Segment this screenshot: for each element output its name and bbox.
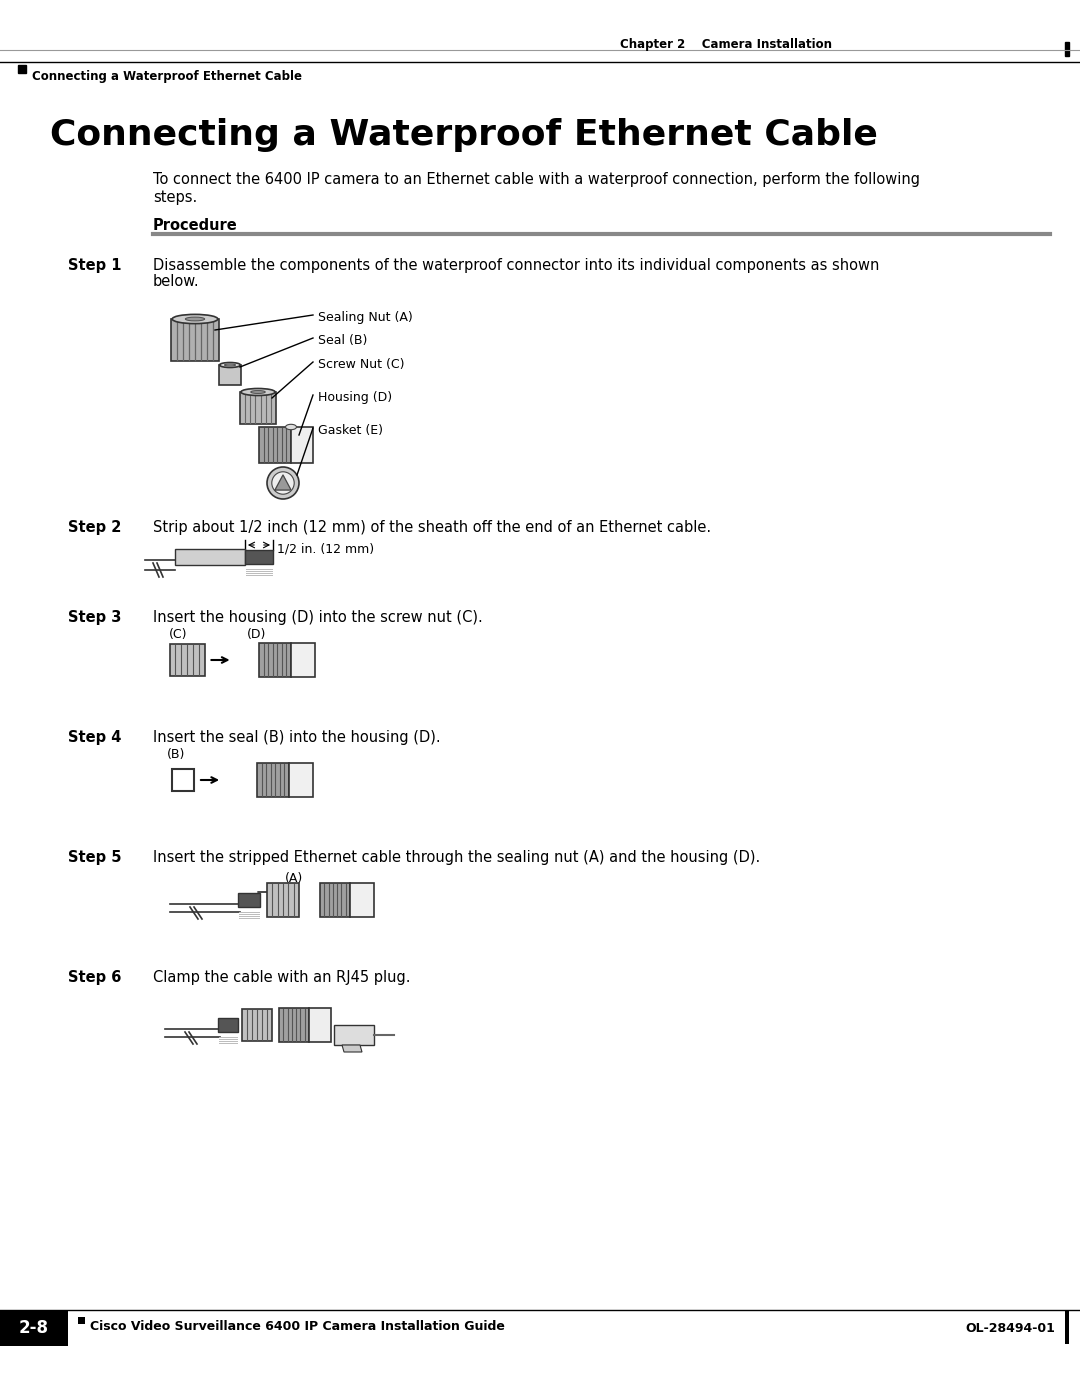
Bar: [291, 643, 315, 678]
Bar: [175, 549, 245, 564]
Text: (C): (C): [168, 629, 188, 641]
Text: Screw Nut (C): Screw Nut (C): [318, 358, 405, 372]
Ellipse shape: [267, 467, 299, 499]
Bar: [291, 427, 313, 462]
Text: Step 5: Step 5: [68, 849, 121, 865]
Ellipse shape: [251, 391, 266, 394]
Ellipse shape: [219, 362, 241, 367]
Text: steps.: steps.: [153, 190, 198, 205]
Text: Housing (D): Housing (D): [318, 391, 392, 404]
Bar: [279, 1009, 309, 1042]
Ellipse shape: [225, 365, 235, 366]
Text: (A): (A): [285, 872, 303, 886]
Ellipse shape: [285, 425, 297, 430]
Text: Strip about 1/2 inch (12 mm) of the sheath off the end of an Ethernet cable.: Strip about 1/2 inch (12 mm) of the shea…: [153, 520, 711, 535]
Bar: [219, 365, 241, 386]
Text: Clamp the cable with an RJ45 plug.: Clamp the cable with an RJ45 plug.: [153, 970, 410, 985]
Bar: [289, 763, 313, 798]
Bar: [0, 1310, 68, 1345]
Bar: [170, 644, 204, 676]
Text: (B): (B): [167, 747, 186, 761]
Ellipse shape: [186, 317, 204, 321]
Text: 1/2 in. (12 mm): 1/2 in. (12 mm): [276, 542, 374, 555]
Ellipse shape: [172, 314, 218, 324]
Text: Step 1: Step 1: [68, 258, 121, 272]
Bar: [218, 1018, 238, 1032]
Bar: [334, 1025, 374, 1045]
Text: Insert the housing (D) into the screw nut (C).: Insert the housing (D) into the screw nu…: [153, 610, 483, 624]
Bar: [245, 550, 273, 564]
Bar: [171, 319, 219, 360]
Polygon shape: [342, 1045, 362, 1052]
Ellipse shape: [272, 472, 294, 495]
Bar: [1065, 42, 1069, 56]
Ellipse shape: [241, 388, 275, 395]
Text: below.: below.: [153, 274, 200, 289]
Text: Step 4: Step 4: [68, 731, 121, 745]
Text: Step 2: Step 2: [68, 520, 121, 535]
Text: To connect the 6400 IP camera to an Ethernet cable with a waterproof connection,: To connect the 6400 IP camera to an Ethe…: [153, 172, 920, 187]
Text: Procedure: Procedure: [153, 218, 238, 233]
Text: Seal (B): Seal (B): [318, 334, 367, 346]
Bar: [259, 427, 291, 462]
Bar: [1065, 1310, 1069, 1344]
Bar: [78, 1317, 85, 1324]
Bar: [238, 893, 260, 907]
Text: Sealing Nut (A): Sealing Nut (A): [318, 312, 413, 324]
Text: Step 3: Step 3: [68, 610, 121, 624]
Text: Gasket (E): Gasket (E): [318, 425, 383, 437]
Text: (D): (D): [247, 629, 267, 641]
Bar: [242, 1009, 272, 1041]
Text: 2-8: 2-8: [19, 1319, 49, 1337]
Bar: [257, 763, 289, 798]
Bar: [309, 1009, 330, 1042]
Polygon shape: [275, 475, 291, 490]
Text: Step 6: Step 6: [68, 970, 121, 985]
Bar: [350, 883, 374, 916]
Text: Insert the stripped Ethernet cable through the sealing nut (A) and the housing (: Insert the stripped Ethernet cable throu…: [153, 849, 760, 865]
Text: Cisco Video Surveillance 6400 IP Camera Installation Guide: Cisco Video Surveillance 6400 IP Camera …: [90, 1320, 504, 1334]
Text: Disassemble the components of the waterproof connector into its individual compo: Disassemble the components of the waterp…: [153, 258, 879, 272]
Bar: [240, 393, 276, 425]
Text: Connecting a Waterproof Ethernet Cable: Connecting a Waterproof Ethernet Cable: [32, 70, 302, 82]
Text: Connecting a Waterproof Ethernet Cable: Connecting a Waterproof Ethernet Cable: [50, 117, 878, 152]
Bar: [172, 768, 194, 791]
Bar: [320, 883, 350, 916]
Bar: [259, 643, 291, 678]
Bar: [18, 66, 26, 73]
Bar: [267, 883, 299, 916]
Text: OL-28494-01: OL-28494-01: [966, 1322, 1055, 1334]
Text: Chapter 2    Camera Installation: Chapter 2 Camera Installation: [620, 38, 832, 52]
Text: Insert the seal (B) into the housing (D).: Insert the seal (B) into the housing (D)…: [153, 731, 441, 745]
